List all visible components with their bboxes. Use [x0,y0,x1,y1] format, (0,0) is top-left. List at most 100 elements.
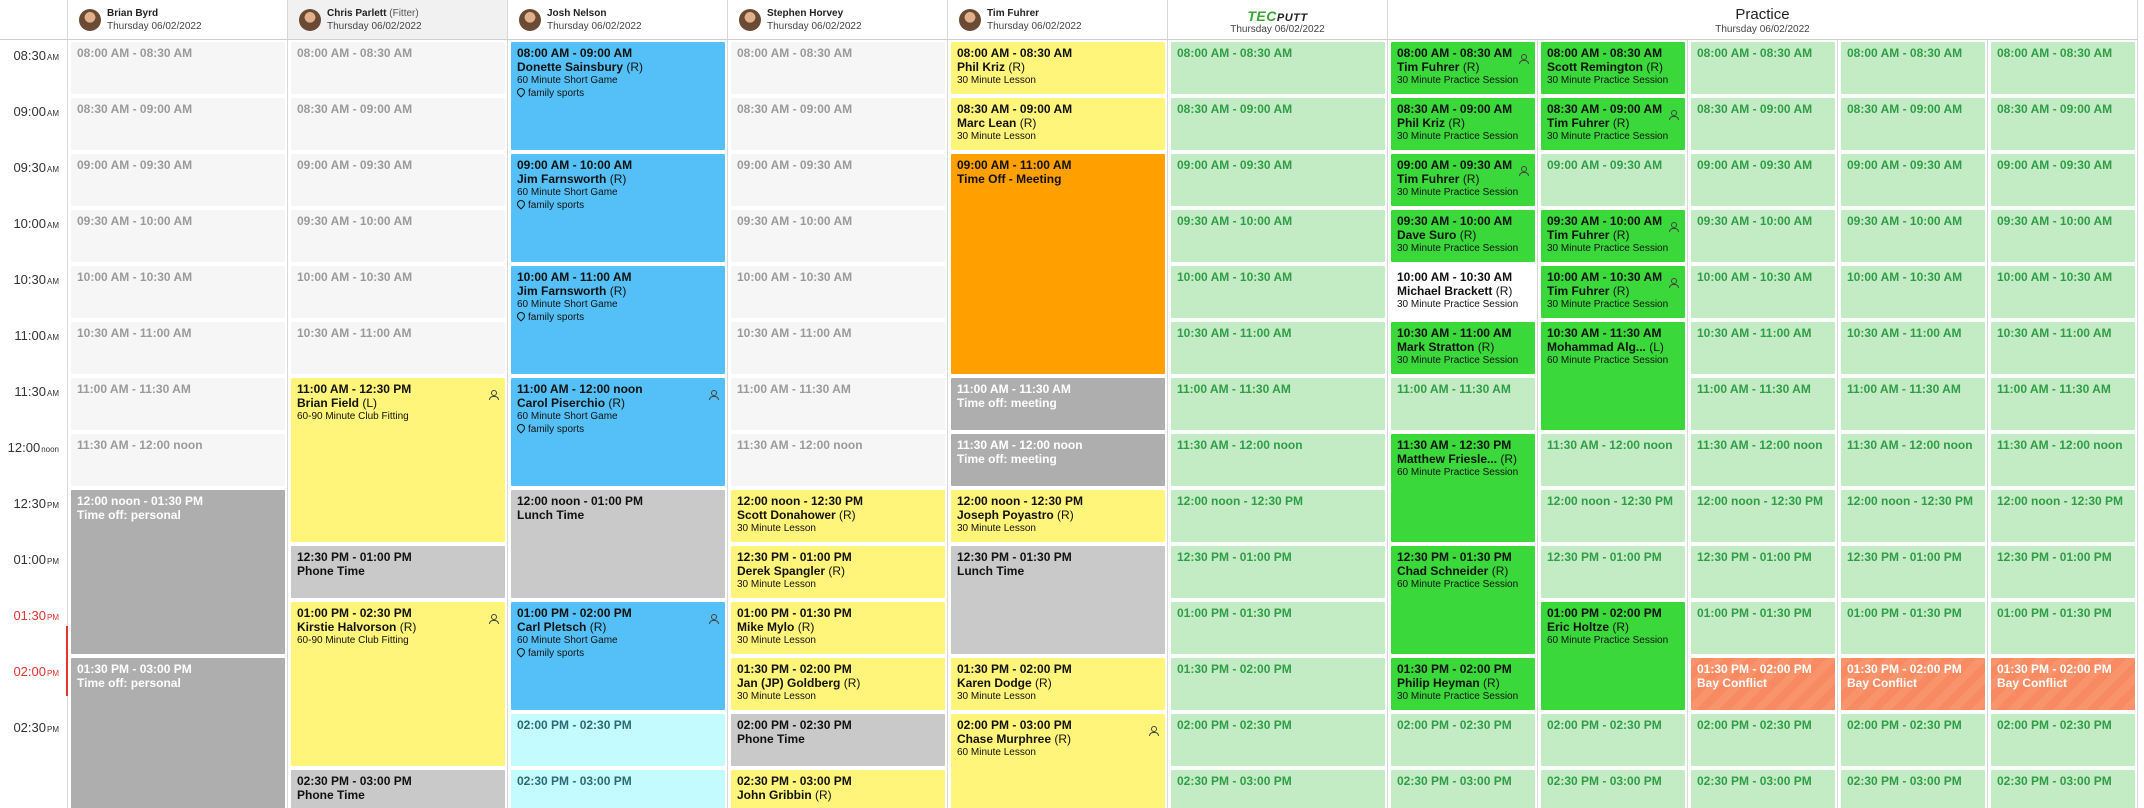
open-slot[interactable]: 01:00 PM - 01:30 PM [1691,602,1835,654]
appointment-block[interactable]: 11:00 AM - 12:00 noon Carol Piserchio (R)… [511,378,725,486]
open-slot[interactable]: 12:00 noon - 12:30 PM [1171,490,1385,542]
open-slot[interactable]: 11:30 AM - 12:00 noon [1841,434,1985,486]
open-slot[interactable]: 02:30 PM - 03:00 PM [1171,770,1385,808]
appointment-block[interactable]: 08:00 AM - 08:30 AM Phil Kriz (R) 30 Minut… [951,42,1165,94]
appointment-block[interactable]: 08:30 AM - 09:00 AM Marc Lean (R) 30 Minut… [951,98,1165,150]
staff-column-header[interactable]: Stephen Horvey Thursday 06/02/2022 [728,0,948,40]
appointment-block[interactable]: 09:30 AM - 10:00 AM Tim Fuhrer (R) 30 Minu… [1541,210,1685,262]
open-slot[interactable]: 10:30 AM - 11:00 AM [731,322,945,374]
appointment-block[interactable]: 09:30 AM - 10:00 AM Dave Suro (R) 30 Minut… [1391,210,1535,262]
open-slot[interactable]: 10:00 AM - 10:30 AM [71,266,285,318]
open-slot[interactable]: 11:00 AM - 11:30 AM [1691,378,1835,430]
open-slot[interactable]: 02:00 PM - 02:30 PM [1171,714,1385,766]
appointment-block[interactable]: 12:00 noon - 01:00 PM Lunch Time [511,490,725,598]
open-slot[interactable]: 09:00 AM - 09:30 AM [291,154,505,206]
open-slot[interactable]: 12:30 PM - 01:00 PM [1541,546,1685,598]
open-slot[interactable]: 01:00 PM - 01:30 PM [1841,602,1985,654]
open-slot[interactable]: 02:30 PM - 03:00 PM [1691,770,1835,808]
open-slot[interactable]: 01:00 PM - 01:30 PM [1171,602,1385,654]
open-slot[interactable]: 02:30 PM - 03:00 PM [511,770,725,808]
appointment-block[interactable]: 09:00 AM - 10:00 AM Jim Farnsworth (R) 60 … [511,154,725,262]
open-slot[interactable]: 11:00 AM - 11:30 AM [1391,378,1535,430]
open-slot[interactable]: 11:30 AM - 12:00 noon [1541,434,1685,486]
appointment-block[interactable]: 01:30 PM - 02:00 PM Jan (JP) Goldberg (R)… [731,658,945,710]
open-slot[interactable]: 10:30 AM - 11:00 AM [1691,322,1835,374]
appointment-block[interactable]: 11:30 AM - 12:00 noon Time off: meeting [951,434,1165,486]
open-slot[interactable]: 08:00 AM - 08:30 AM [1691,42,1835,94]
open-slot[interactable]: 10:00 AM - 10:30 AM [291,266,505,318]
open-slot[interactable]: 10:00 AM - 10:30 AM [1841,266,1985,318]
open-slot[interactable]: 09:00 AM - 09:30 AM [1991,154,2135,206]
open-slot[interactable]: 10:00 AM - 10:30 AM [731,266,945,318]
appointment-block[interactable]: 11:00 AM - 11:30 AM Time off: meeting [951,378,1165,430]
open-slot[interactable]: 09:00 AM - 09:30 AM [1691,154,1835,206]
open-slot[interactable]: 11:30 AM - 12:00 noon [1991,434,2135,486]
appointment-block[interactable]: 12:30 PM - 01:30 PM Chad Schneider (R) 60 … [1391,546,1535,654]
open-slot[interactable]: 08:00 AM - 08:30 AM [291,42,505,94]
open-slot[interactable]: 09:30 AM - 10:00 AM [1991,210,2135,262]
appointment-block[interactable]: 01:00 PM - 02:00 PM Eric Holtze (R) 60 Min… [1541,602,1685,710]
open-slot[interactable]: 08:00 AM - 08:30 AM [1171,42,1385,94]
open-slot[interactable]: 11:30 AM - 12:00 noon [731,434,945,486]
appointment-block[interactable]: 01:30 PM - 02:00 PM Karen Dodge (R) 30 Min… [951,658,1165,710]
open-slot[interactable]: 09:00 AM - 09:30 AM [71,154,285,206]
open-slot[interactable]: 09:00 AM - 09:30 AM [1841,154,1985,206]
appointment-block[interactable]: 12:30 PM - 01:30 PM Lunch Time [951,546,1165,654]
appointment-block[interactable]: 11:00 AM - 12:30 PM Brian Field (L) 60-90 … [291,378,505,542]
open-slot[interactable]: 12:30 PM - 01:00 PM [1691,546,1835,598]
appointment-block[interactable]: 01:00 PM - 02:30 PM Kirstie Halvorson (R)… [291,602,505,766]
appointment-block[interactable]: 01:30 PM - 02:00 PM Bay Conflict [1691,658,1835,710]
appointment-block[interactable]: 10:00 AM - 10:30 AM Tim Fuhrer (R) 30 Minu… [1541,266,1685,318]
appointment-block[interactable]: 09:00 AM - 11:00 AM Time Off - Meeting [951,154,1165,374]
appointment-block[interactable]: 12:30 PM - 01:00 PM Phone Time [291,546,505,598]
appointment-block[interactable]: 12:30 PM - 01:00 PM Derek Spangler (R) 30 … [731,546,945,598]
appointment-block[interactable]: 09:00 AM - 09:30 AM Tim Fuhrer (R) 30 Minu… [1391,154,1535,206]
open-slot[interactable]: 11:30 AM - 12:00 noon [1691,434,1835,486]
open-slot[interactable]: 01:30 PM - 02:00 PM [1171,658,1385,710]
staff-column-header[interactable]: Chris Parlett (Fitter) Thursday 06/02/202… [288,0,508,40]
open-slot[interactable]: 02:00 PM - 02:30 PM [1391,714,1535,766]
open-slot[interactable]: 09:30 AM - 10:00 AM [1691,210,1835,262]
appointment-block[interactable]: 02:30 PM - 03:00 PM Phone Time [291,770,505,808]
appointment-block[interactable]: 01:30 PM - 02:00 PM Bay Conflict [1991,658,2135,710]
open-slot[interactable]: 12:30 PM - 01:00 PM [1841,546,1985,598]
appointment-block[interactable]: 01:30 PM - 03:00 PM Time off: personal [71,658,285,808]
appointment-block[interactable]: 01:00 PM - 01:30 PM Mike Mylo (R) 30 Minut… [731,602,945,654]
open-slot[interactable]: 11:00 AM - 11:30 AM [1171,378,1385,430]
open-slot[interactable]: 02:30 PM - 03:00 PM [1391,770,1535,808]
appointment-block[interactable]: 01:30 PM - 02:00 PM Philip Heyman (R) 30 M… [1391,658,1535,710]
open-slot[interactable]: 10:00 AM - 10:30 AM [1691,266,1835,318]
appointment-block[interactable]: 01:00 PM - 02:00 PM Carl Pletsch (R) 60 Mi… [511,602,725,710]
open-slot[interactable]: 12:00 noon - 12:30 PM [1991,490,2135,542]
open-slot[interactable]: 02:00 PM - 02:30 PM [1691,714,1835,766]
open-slot[interactable]: 08:00 AM - 08:30 AM [71,42,285,94]
appointment-block[interactable]: 10:30 AM - 11:30 AM Mohammad Alg... (L) 60… [1541,322,1685,430]
appointment-block[interactable]: 10:00 AM - 11:00 AM Jim Farnsworth (R) 60 … [511,266,725,374]
appointment-block[interactable]: 08:30 AM - 09:00 AM Tim Fuhrer (R) 30 Minu… [1541,98,1685,150]
appointment-block[interactable]: 08:30 AM - 09:00 AM Phil Kriz (R) 30 Minut… [1391,98,1535,150]
open-slot[interactable]: 09:00 AM - 09:30 AM [731,154,945,206]
open-slot[interactable]: 08:30 AM - 09:00 AM [1171,98,1385,150]
open-slot[interactable]: 02:00 PM - 02:30 PM [1841,714,1985,766]
open-slot[interactable]: 01:00 PM - 01:30 PM [1991,602,2135,654]
open-slot[interactable]: 10:00 AM - 10:30 AM [1991,266,2135,318]
open-slot[interactable]: 08:00 AM - 08:30 AM [1991,42,2135,94]
staff-column-header[interactable]: Brian Byrd Thursday 06/02/2022 [68,0,288,40]
open-slot[interactable]: 10:30 AM - 11:00 AM [71,322,285,374]
appointment-block[interactable]: 10:30 AM - 11:00 AM Mark Stratton (R) 30 M… [1391,322,1535,374]
open-slot[interactable]: 02:00 PM - 02:30 PM [1991,714,2135,766]
open-slot[interactable]: 12:30 PM - 01:00 PM [1171,546,1385,598]
open-slot[interactable]: 08:00 AM - 08:30 AM [1841,42,1985,94]
open-slot[interactable]: 11:00 AM - 11:30 AM [71,378,285,430]
open-slot[interactable]: 02:30 PM - 03:00 PM [1841,770,1985,808]
open-slot[interactable]: 09:00 AM - 09:30 AM [1171,154,1385,206]
appointment-block[interactable]: 08:00 AM - 08:30 AM Tim Fuhrer (R) 30 Minu… [1391,42,1535,94]
open-slot[interactable]: 11:30 AM - 12:00 noon [71,434,285,486]
appointment-block[interactable]: 02:00 PM - 02:30 PM Phone Time [731,714,945,766]
open-slot[interactable]: 10:30 AM - 11:00 AM [291,322,505,374]
open-slot[interactable]: 12:00 noon - 12:30 PM [1691,490,1835,542]
open-slot[interactable]: 12:00 noon - 12:30 PM [1841,490,1985,542]
open-slot[interactable]: 11:00 AM - 11:30 AM [1841,378,1985,430]
open-slot[interactable]: 12:30 PM - 01:00 PM [1991,546,2135,598]
open-slot[interactable]: 08:30 AM - 09:00 AM [291,98,505,150]
